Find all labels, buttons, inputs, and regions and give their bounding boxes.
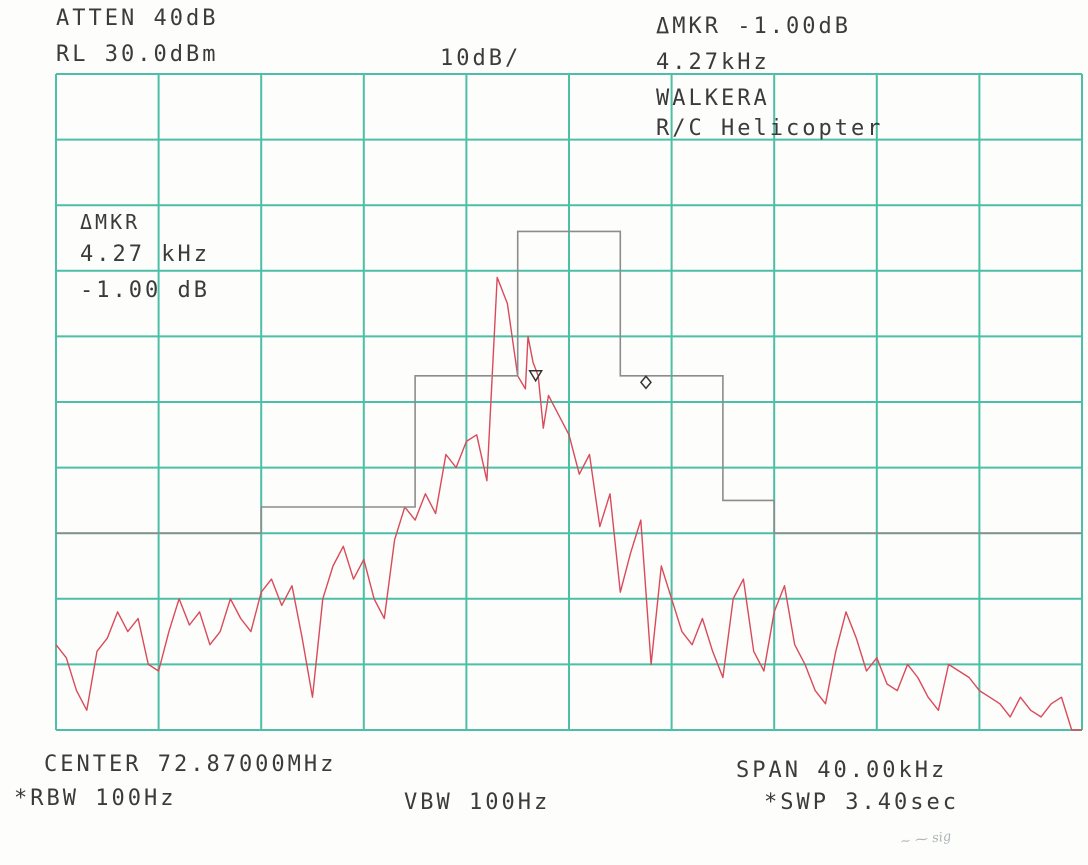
reference-level-label: RL 30.0dBm — [56, 42, 219, 67]
vbw-label: VBW 100Hz — [404, 790, 551, 815]
chart-title-line2: R/C Helicopter — [656, 116, 884, 141]
attenuation-label: ATTEN 40dB — [56, 6, 219, 31]
center-frequency-label: CENTER 72.87000MHz — [44, 752, 337, 777]
delta-marker-db-label: ΔMKR -1.00dB — [656, 14, 851, 39]
sweep-time-label: *SWP 3.40sec — [764, 790, 959, 815]
delta-marker-diamond — [639, 375, 652, 390]
marker-box-level: -1.00 dB — [80, 278, 210, 303]
delta-marker-freq-label: 4.27kHz — [656, 50, 770, 75]
spectrum-trace-line — [55, 276, 1082, 731]
marker-box-label: ΔMKR — [80, 210, 141, 234]
rbw-label: *RBW 100Hz — [14, 786, 177, 811]
scale-label: 10dB/ — [440, 46, 522, 71]
limit-mask-line — [56, 230, 1082, 535]
marker-box-freq: 4.27 kHz — [80, 242, 210, 267]
chart-title-line1: WALKERA — [656, 86, 770, 111]
reference-marker-triangle — [528, 370, 543, 383]
span-label: SPAN 40.00kHz — [736, 758, 948, 783]
